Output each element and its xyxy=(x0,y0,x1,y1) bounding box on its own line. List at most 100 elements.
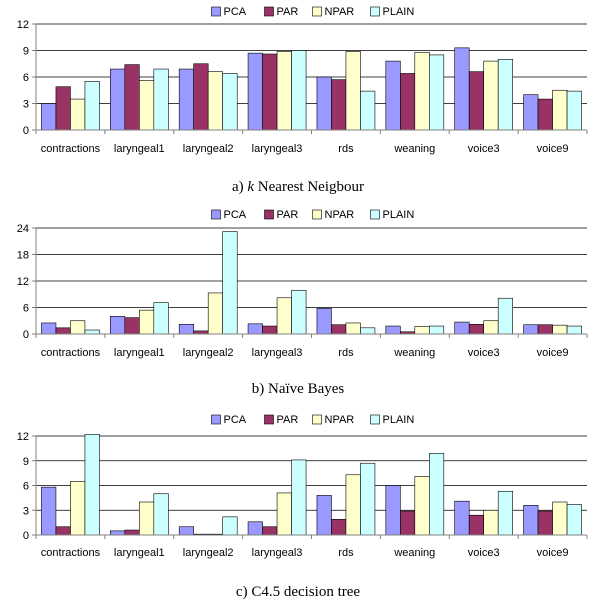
series-pca xyxy=(41,47,539,131)
bar-plain-contractions xyxy=(84,434,100,536)
chart-caption: b) Naïve Bayes xyxy=(252,381,345,397)
bar-npar-laryngeal3 xyxy=(276,297,292,335)
bar-pca-contractions xyxy=(41,103,57,131)
bar-pca-laryngeal3 xyxy=(247,521,263,536)
bar-pca-voice3 xyxy=(454,47,470,131)
legend-label-pca: PCA xyxy=(224,209,247,221)
bar-pca-laryngeal3 xyxy=(247,323,263,335)
y-tick-label: 6 xyxy=(23,303,29,315)
chart-panel-3: 0 3 6 9 12 contractions laryngeal1 laryngeal2 la… xyxy=(17,414,588,600)
legend-label-par: PAR xyxy=(277,414,299,426)
bar-plain-laryngeal3 xyxy=(291,289,307,335)
caption-prefix: b) xyxy=(252,381,268,397)
series-pca xyxy=(41,485,539,536)
y-tick-label: 0 xyxy=(23,329,29,341)
bar-plain-weaning xyxy=(429,325,445,335)
x-tick-label: rds xyxy=(338,143,354,155)
legend-label-plain: PLAIN xyxy=(383,414,415,426)
bar-npar-voice3 xyxy=(483,60,499,131)
x-tick-label: voice3 xyxy=(468,347,500,359)
y-tick-label: 18 xyxy=(17,250,29,262)
series-plain xyxy=(84,50,582,131)
bar-npar-laryngeal3 xyxy=(276,492,292,536)
y-tick-label: 6 xyxy=(23,481,29,493)
bar-npar-voice3 xyxy=(483,509,499,536)
bar-plain-laryngeal1 xyxy=(153,302,169,335)
legend-label-npar: NPAR xyxy=(325,414,355,426)
bar-pca-laryngeal3 xyxy=(247,52,263,131)
bar-npar-laryngeal1 xyxy=(139,80,155,131)
x-tick-label: laryngeal2 xyxy=(183,143,234,155)
legend-swatch-npar xyxy=(312,414,322,425)
bar-pca-voice3 xyxy=(454,500,470,536)
bar-pca-laryngeal1 xyxy=(110,530,126,536)
bar-par-voice9 xyxy=(537,324,553,335)
legend-swatch-par xyxy=(264,6,274,17)
bar-npar-rds xyxy=(345,51,361,131)
caption-prefix: a) xyxy=(232,179,247,195)
bar-npar-voice9 xyxy=(552,501,568,536)
x-tick-label: rds xyxy=(338,547,354,559)
bar-npar-laryngeal3 xyxy=(276,51,292,131)
x-tick-label: laryngeal3 xyxy=(252,143,303,155)
bar-pca-rds xyxy=(316,495,332,536)
bar-npar-laryngeal2 xyxy=(207,71,223,131)
bar-par-contractions xyxy=(55,526,71,536)
legend-label-npar: NPAR xyxy=(325,209,355,221)
legend: PCA PAR NPAR PLAIN xyxy=(211,414,415,426)
legend-label-pca: PCA xyxy=(224,6,247,18)
bar-pca-laryngeal1 xyxy=(110,68,126,131)
y-tick-label: 12 xyxy=(17,431,29,443)
x-tick-label: weaning xyxy=(393,347,435,359)
bar-pca-laryngeal1 xyxy=(110,316,126,335)
bar-par-voice3 xyxy=(468,71,484,131)
y-tick-label: 6 xyxy=(23,72,29,84)
bar-npar-laryngeal2 xyxy=(207,292,223,335)
bar-plain-contractions xyxy=(84,329,100,335)
bar-plain-rds xyxy=(360,462,376,536)
bar-plain-laryngeal3 xyxy=(291,50,307,131)
y-tick-label: 24 xyxy=(17,223,29,235)
x-tick-label: laryngeal1 xyxy=(114,347,165,359)
caption-text: Naïve Bayes xyxy=(268,381,344,397)
bar-plain-laryngeal2 xyxy=(222,73,238,131)
x-tick-label: laryngeal3 xyxy=(252,347,303,359)
bar-npar-contractions xyxy=(70,481,86,536)
legend-swatch-npar xyxy=(312,6,322,17)
y-tick-label: 12 xyxy=(17,276,29,288)
legend: PCA PAR NPAR PLAIN xyxy=(211,6,415,18)
bar-plain-weaning xyxy=(429,453,445,536)
x-tick-label: laryngeal2 xyxy=(183,347,234,359)
legend-swatch-npar xyxy=(312,209,322,220)
legend-label-par: PAR xyxy=(277,209,299,221)
y-tick-label: 0 xyxy=(23,125,29,137)
x-tick-label: voice9 xyxy=(537,547,569,559)
bar-par-contractions xyxy=(55,86,71,131)
bar-plain-voice9 xyxy=(566,325,582,335)
bar-par-voice9 xyxy=(537,510,553,536)
legend-swatch-pca xyxy=(211,6,221,17)
bar-plain-laryngeal1 xyxy=(153,68,169,131)
bar-pca-laryngeal2 xyxy=(178,68,194,131)
x-tick-label: rds xyxy=(338,347,354,359)
bar-plain-rds xyxy=(360,90,376,131)
bar-plain-rds xyxy=(360,327,376,335)
legend-swatch-par xyxy=(264,209,274,220)
y-tick-label: 12 xyxy=(17,19,29,31)
bar-par-voice3 xyxy=(468,323,484,335)
x-tick-label: weaning xyxy=(393,143,435,155)
bar-pca-laryngeal2 xyxy=(178,526,194,536)
caption-text: Nearest Neigbour xyxy=(254,179,364,195)
legend-swatch-plain xyxy=(370,6,380,17)
y-tick-label: 3 xyxy=(23,99,29,111)
bar-pca-contractions xyxy=(41,486,57,536)
series-plain xyxy=(84,434,582,536)
bar-plain-laryngeal1 xyxy=(153,493,169,536)
series-npar xyxy=(70,51,568,131)
x-tick-label: voice9 xyxy=(537,347,569,359)
series-npar xyxy=(70,292,568,335)
legend-label-plain: PLAIN xyxy=(383,6,415,18)
caption-prefix: c) xyxy=(236,584,251,600)
bar-par-rds xyxy=(331,324,347,335)
bar-plain-voice9 xyxy=(566,90,582,131)
